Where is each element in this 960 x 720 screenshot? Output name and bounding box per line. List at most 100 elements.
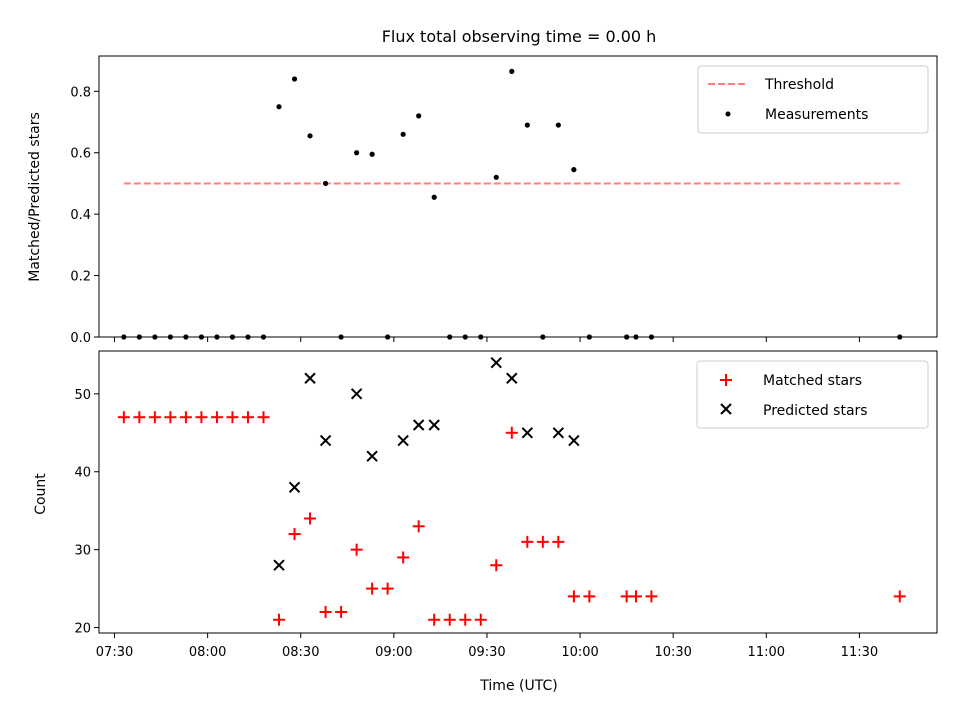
predicted-stars-point bbox=[273, 559, 285, 571]
bottom-legend-frame bbox=[696, 360, 929, 429]
bottom-y-tick-label: 20 bbox=[74, 622, 91, 637]
matched-stars-point bbox=[133, 411, 146, 424]
legend-measurements-label: Measurements bbox=[765, 107, 868, 123]
predicted-stars-point bbox=[428, 419, 440, 431]
x-axis-label: Time (UTC) bbox=[479, 678, 557, 694]
legend-matched-label: Matched stars bbox=[763, 373, 862, 389]
matched-stars-point bbox=[241, 411, 254, 424]
matched-stars-point bbox=[195, 411, 208, 424]
top-legend: Threshold Measurements bbox=[697, 65, 929, 134]
measurement-point bbox=[369, 151, 375, 157]
x-tick-label: 08:30 bbox=[282, 645, 319, 660]
x-tick-label: 10:00 bbox=[561, 645, 598, 660]
predicted-stars-point bbox=[490, 356, 502, 369]
matched-stars-point bbox=[490, 559, 503, 572]
x-tick-label: 09:00 bbox=[375, 645, 412, 660]
matched-stars-point bbox=[366, 582, 379, 595]
predicted-x-b bbox=[521, 427, 534, 439]
measurement-point bbox=[509, 68, 515, 74]
matched-stars-point bbox=[226, 411, 239, 424]
bottom-y-tick-label: 50 bbox=[74, 388, 91, 403]
predicted-stars-point bbox=[319, 434, 332, 447]
top-y-tick-label: 0.6 bbox=[70, 147, 91, 162]
predicted-x-b bbox=[552, 427, 565, 439]
measurement-point bbox=[431, 194, 437, 200]
measurement-point bbox=[354, 150, 360, 156]
x-tick-label: 10:30 bbox=[654, 645, 691, 660]
top-y-axis-ticks: 0.0 0.2 0.4 0.6 0.8 bbox=[70, 85, 99, 346]
predicted-x-b bbox=[366, 450, 378, 462]
matched-stars-point bbox=[319, 605, 332, 618]
matched-stars-point bbox=[210, 411, 223, 424]
matched-stars-point bbox=[474, 613, 487, 626]
predicted-stars-point bbox=[412, 419, 425, 431]
legend-matched-swatch bbox=[720, 374, 732, 386]
matched-stars-point bbox=[567, 590, 580, 603]
bottom-plot-marks bbox=[117, 356, 906, 626]
predicted-stars-point bbox=[304, 372, 316, 384]
bottom-y-axis-label: Count bbox=[33, 473, 49, 515]
predicted-x-b bbox=[304, 372, 316, 384]
matched-stars-point bbox=[505, 426, 518, 439]
bottom-y-tick-label: 40 bbox=[74, 466, 91, 481]
predicted-stars-point bbox=[506, 372, 518, 384]
predicted-x-b bbox=[350, 388, 363, 400]
predicted-x-b bbox=[319, 434, 332, 447]
predicted-x-b bbox=[412, 419, 425, 431]
matched-stars-point bbox=[335, 605, 348, 618]
predicted-x-b bbox=[568, 434, 580, 447]
bottom-y-axis-ticks: 20 30 40 50 bbox=[74, 388, 99, 637]
predicted-stars-point bbox=[397, 434, 409, 447]
measurement-point bbox=[524, 122, 530, 128]
top-y-tick-label: 0.8 bbox=[70, 85, 91, 100]
top-legend-frame bbox=[697, 65, 929, 134]
bottom-plot-frame bbox=[98, 350, 938, 634]
matched-stars-point bbox=[148, 411, 161, 424]
matched-stars-point bbox=[552, 535, 565, 548]
top-y-tick-label: 0.0 bbox=[70, 331, 91, 346]
x-tick-label: 08:00 bbox=[189, 645, 226, 660]
predicted-x-b bbox=[490, 356, 502, 369]
bottom-x-axis-ticks: 07:30 08:00 08:30 09:00 09:30 10:00 10:30 11:00… bbox=[96, 633, 878, 660]
predicted-stars-point bbox=[568, 434, 580, 447]
matched-stars-point bbox=[629, 590, 642, 603]
matched-stars-point bbox=[521, 535, 534, 548]
matched-stars-point bbox=[288, 528, 301, 541]
matched-stars-point bbox=[164, 411, 177, 424]
legend-measurements-swatch bbox=[725, 111, 731, 117]
matched-stars-point bbox=[893, 590, 906, 603]
bottom-y-tick-label: 30 bbox=[74, 544, 91, 559]
matched-stars-point bbox=[428, 613, 441, 626]
predicted-x-b bbox=[506, 372, 518, 384]
x-tick-label: 07:30 bbox=[96, 645, 133, 660]
matched-stars-point bbox=[350, 543, 363, 556]
matched-stars-point bbox=[257, 411, 270, 424]
predicted-stars-point bbox=[521, 427, 534, 439]
predicted-x-b bbox=[428, 419, 440, 431]
matched-stars-point bbox=[412, 520, 425, 533]
measurement-point bbox=[276, 104, 282, 110]
predicted-stars-point bbox=[552, 427, 565, 439]
predicted-x-b bbox=[273, 559, 285, 571]
matched-stars-point bbox=[381, 582, 394, 595]
predicted-stars-point bbox=[288, 481, 301, 494]
matched-stars-point bbox=[179, 411, 192, 424]
predicted-x-b bbox=[288, 481, 301, 494]
predicted-stars-point bbox=[350, 388, 363, 400]
matched-stars-point bbox=[645, 590, 658, 603]
top-plot-frame bbox=[98, 55, 938, 338]
bottom-panel: 20 30 40 50 07:30 08:00 08:30 09:00 09:30 10:00 1… bbox=[33, 350, 938, 694]
measurement-point bbox=[307, 133, 313, 139]
matched-stars-point bbox=[273, 613, 286, 626]
legend-threshold-label: Threshold bbox=[764, 77, 834, 93]
matched-stars-point bbox=[117, 411, 130, 424]
top-x-axis-ticks bbox=[114, 337, 860, 342]
x-tick-label: 11:30 bbox=[841, 645, 878, 660]
chart-title: Flux total observing time = 0.00 h bbox=[382, 27, 657, 46]
top-y-axis-label: Matched/Predicted stars bbox=[27, 112, 43, 282]
measurement-point bbox=[322, 180, 329, 187]
measurement-point bbox=[493, 174, 499, 180]
matched-stars-point bbox=[459, 613, 472, 626]
legend-predicted-swatch bbox=[720, 403, 732, 415]
